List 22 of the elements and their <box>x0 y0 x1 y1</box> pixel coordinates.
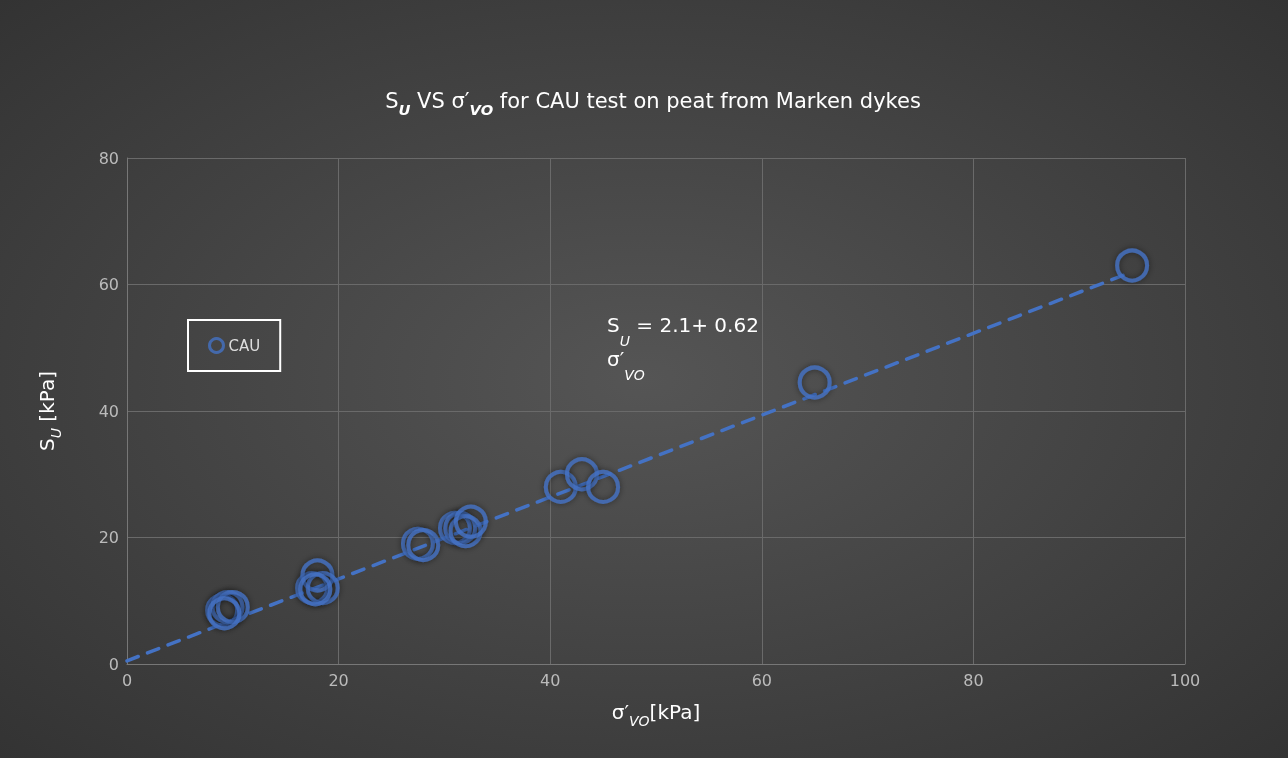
point <box>453 504 488 539</box>
point <box>1115 248 1150 283</box>
legend-label: CAU <box>228 336 261 355</box>
point <box>543 469 578 504</box>
x-tick-label: 100 <box>1169 670 1201 690</box>
x-tick-label: 40 <box>540 670 561 690</box>
point <box>305 571 340 606</box>
point <box>797 365 832 400</box>
x-tick-label: 0 <box>121 670 133 690</box>
y-tick-label: 40 <box>98 401 119 421</box>
y-tick-label: 0 <box>108 654 119 674</box>
annotation: SU = 2.1+ 0.62 σ′VO <box>607 313 759 383</box>
x-tick-label: 20 <box>328 670 349 690</box>
x-tick-label: 60 <box>751 670 772 690</box>
y-tick-label: 20 <box>98 528 119 547</box>
y-tick-label: 80 <box>98 148 119 168</box>
point <box>300 558 335 593</box>
x-tick-label: 80 <box>963 670 984 690</box>
point <box>586 469 621 504</box>
y-tick-label: 60 <box>98 275 119 294</box>
point <box>564 457 599 492</box>
y-axis-title: SU [kPa] <box>35 371 64 451</box>
